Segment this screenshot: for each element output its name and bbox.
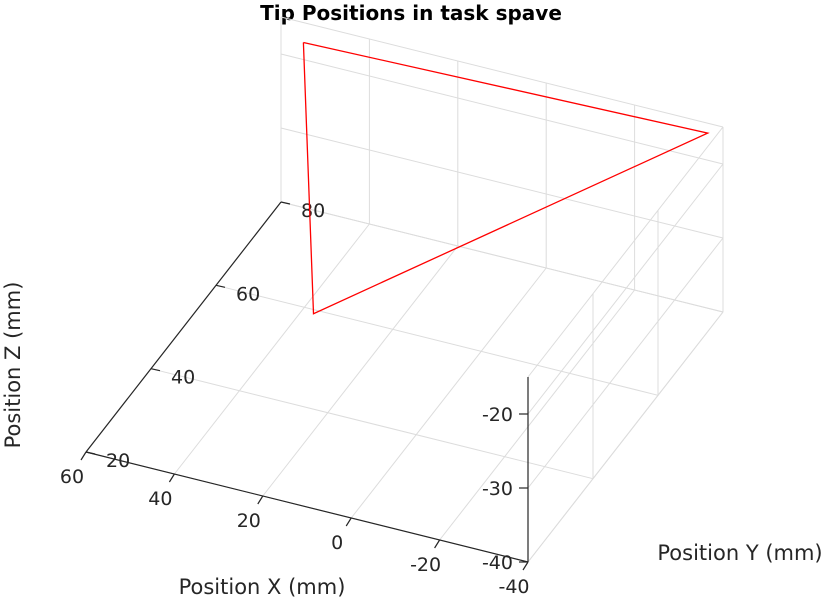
z-axis-label: Position Z (mm): [1, 282, 25, 449]
tick-labels: -40 -20 0 20 40 60 20 40 60 80 -40 -30 -20: [60, 200, 530, 598]
floor-grid-x: [174, 223, 370, 475]
x-tick-mark: [257, 495, 264, 505]
x-tick-mark: [80, 451, 87, 461]
y-axis-line: [85, 201, 282, 453]
y-tick-mark: [85, 451, 96, 455]
y-tick-mark: [150, 368, 161, 372]
floor-grid-y: [150, 368, 594, 480]
x-tick-label: -20: [410, 554, 441, 576]
x-tick-label: 20: [237, 510, 261, 532]
y-tick-label: 80: [301, 200, 325, 222]
axes: [80, 201, 529, 571]
x-tick-label: 40: [148, 488, 172, 510]
side-grid-top: [527, 126, 724, 378]
back-grid-top: [280, 16, 724, 128]
x-tick-mark: [522, 561, 529, 571]
y-tick-label: 20: [106, 450, 130, 472]
y-tick-mark: [280, 201, 291, 205]
side-grid-z: [527, 163, 724, 415]
floor-grid-x: [439, 289, 635, 541]
z-tick-label: -20: [482, 404, 513, 426]
series-line: [302, 41, 710, 315]
side-grid-z: [527, 237, 724, 489]
x-tick-mark: [168, 473, 175, 483]
x-tick-label: 0: [331, 532, 343, 554]
back-grid-z: [280, 127, 724, 239]
z-tick-label: -30: [482, 478, 513, 500]
x-axis-line: [85, 451, 529, 563]
series-layer: [302, 41, 710, 315]
x-tick-mark: [434, 539, 441, 549]
z-tick-label: -40: [482, 552, 513, 574]
y-tick-mark: [215, 284, 226, 288]
x-tick-mark: [345, 517, 352, 527]
y-tick-label: 60: [236, 283, 260, 305]
y-axis-label: Position Y (mm): [657, 541, 822, 565]
floor-grid-x: [262, 245, 459, 497]
back-grid-z: [280, 201, 724, 313]
y-tick-label: 40: [171, 367, 195, 389]
x-tick-label: -40: [498, 576, 529, 598]
x-tick-label: 60: [60, 466, 84, 488]
gridlines: [85, 16, 724, 563]
back-grid-z: [280, 53, 724, 165]
floor-grid-y: [215, 284, 659, 396]
chart-title: Tip Positions in task spave: [260, 1, 562, 25]
x-axis-label: Position X (mm): [179, 575, 346, 599]
side-grid-z: [527, 311, 724, 563]
floor-grid-x: [350, 267, 547, 519]
